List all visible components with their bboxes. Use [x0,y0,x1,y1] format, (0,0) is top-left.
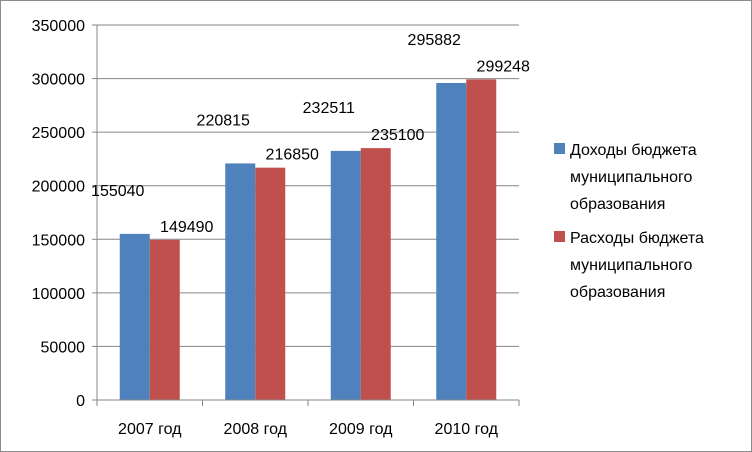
data-label: 299248 [477,58,530,75]
legend-swatch [554,143,565,154]
legend-label: образования [570,196,665,213]
y-tick-label: 0 [76,393,85,410]
data-label: 220815 [197,112,250,129]
bar-expense [466,79,497,401]
legend-label: Расходы бюджета [570,230,704,247]
legend: Доходы бюджета муниципального образования Р… [554,142,704,301]
bar-expense [149,239,180,400]
bar-expense [360,148,391,400]
axes [92,24,520,406]
bar-expense [255,167,286,400]
data-label: 149490 [160,219,213,236]
y-tick-label: 200000 [32,179,85,196]
data-label: 216850 [266,147,319,164]
y-tick-label: 50000 [41,339,86,356]
legend-label: Доходы бюджета [570,142,697,159]
bar-income [225,163,256,400]
y-tick-label: 250000 [32,125,85,142]
y-tick-label: 300000 [32,72,85,89]
x-tick-label: 2010 год [435,421,499,438]
x-tick-label: 2007 год [118,421,182,438]
data-labels: 155040 149490 220815 216850 232511 235100 2958… [91,32,530,236]
bar-income [119,233,150,400]
y-tick-label: 350000 [32,18,85,35]
bars [119,79,497,401]
y-tick-label: 150000 [32,232,85,249]
x-tick-label: 2008 год [224,421,288,438]
data-label: 235100 [371,127,424,144]
legend-swatch [554,231,565,242]
bar-income [436,82,467,400]
y-axis-ticks: 0 50000 100000 150000 200000 250000 300000 3500… [32,18,85,410]
x-axis-ticks: 2007 год 2008 год 2009 год 2010 год [118,421,499,438]
legend-label: образования [570,284,665,301]
legend-label: муниципального [570,257,693,274]
y-tick-label: 100000 [32,286,85,303]
bar-income [330,150,361,400]
data-label: 232511 [303,100,355,117]
legend-label: муниципального [570,169,693,186]
data-label: 155040 [91,183,144,200]
x-tick-label: 2009 год [329,421,393,438]
data-label: 295882 [408,32,461,49]
